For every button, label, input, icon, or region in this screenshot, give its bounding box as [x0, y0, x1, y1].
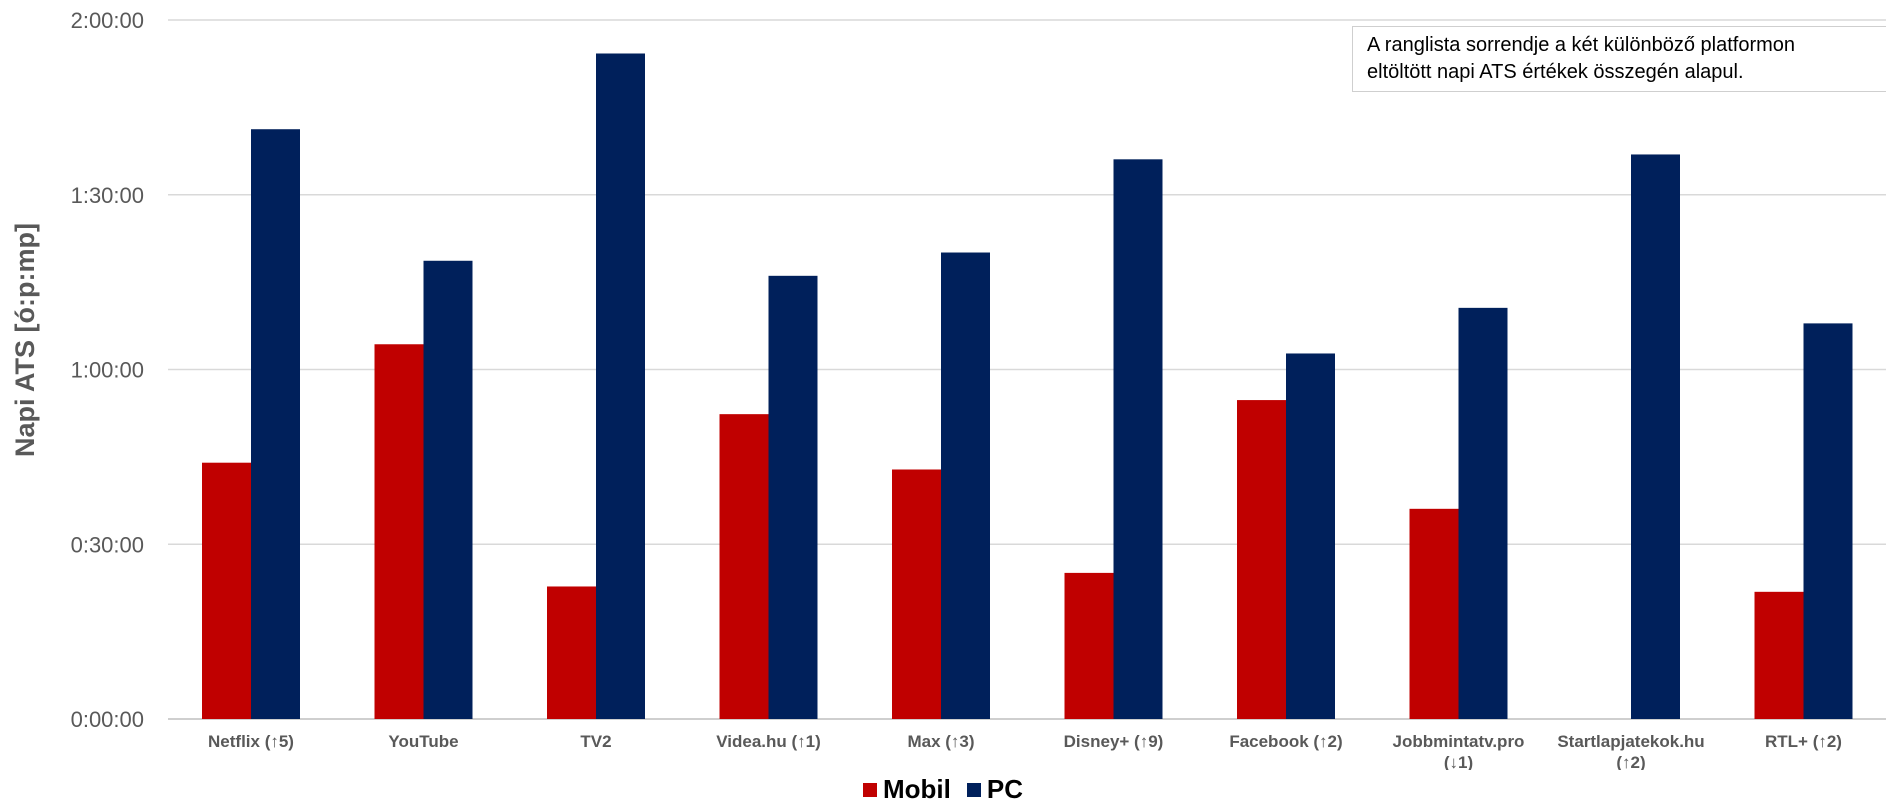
legend: Mobil PC — [0, 774, 1886, 805]
y-tick-label: 2:00:00 — [71, 8, 144, 33]
x-tick-label: Videa.hu (↑1) — [716, 732, 821, 751]
bar-pc — [1458, 307, 1508, 719]
bar-pc — [1803, 323, 1853, 719]
bar-pc — [1631, 154, 1680, 719]
x-tick-label: (↑2) — [1616, 753, 1645, 770]
x-tick-label: Disney+ (↑9) — [1064, 732, 1164, 751]
bar-mobil — [719, 414, 769, 719]
annotation-line-2: eltöltött napi ATS értékek összegén alap… — [1367, 61, 1744, 83]
bar-mobil — [1754, 591, 1804, 719]
x-axis: Netflix (↑5) YouTube TV2 Videa.hu (↑1) Max (… — [208, 732, 1842, 770]
legend-item-pc: PC — [966, 774, 1023, 805]
x-tick-label: Startlapjatekok.hu — [1557, 732, 1704, 751]
bar-mobil — [1409, 508, 1459, 719]
x-tick-label: YouTube — [388, 732, 458, 751]
bar-mobil — [1237, 400, 1286, 719]
x-tick-label: RTL+ (↑2) — [1765, 732, 1842, 751]
bar-mobil — [892, 469, 941, 719]
bar-pc — [941, 252, 990, 719]
y-axis: 0:00:00 0:30:00 1:00:00 1:30:00 2:00:00 — [71, 8, 144, 732]
x-tick-label: Netflix (↑5) — [208, 732, 294, 751]
bar-mobil — [1064, 572, 1114, 719]
x-tick-label: TV2 — [580, 732, 611, 751]
legend-label-pc: PC — [986, 774, 1023, 804]
bar-chart: 0:00:00 0:30:00 1:00:00 1:30:00 2:00:00 Netf… — [10, 8, 1886, 770]
legend-item-mobil: Mobil — [863, 774, 951, 805]
bar-mobil — [547, 586, 596, 719]
y-axis-label: Napi ATS [ó:p:mp] — [10, 223, 40, 457]
y-tick-label: 1:00:00 — [71, 358, 144, 383]
x-tick-label: (↓1) — [1444, 753, 1473, 770]
bar-pc — [1113, 159, 1163, 720]
bar-mobil — [202, 462, 251, 719]
annotation-box: A ranglista sorrendje a két különböző pl… — [1352, 26, 1886, 92]
bar-pc — [423, 260, 473, 719]
y-tick-label: 0:30:00 — [71, 532, 144, 557]
x-tick-label: Facebook (↑2) — [1229, 732, 1342, 751]
bar-mobil — [374, 344, 424, 719]
bar-pc — [596, 53, 645, 719]
legend-swatch-pc — [966, 782, 981, 797]
x-tick-label: Max (↑3) — [907, 732, 974, 751]
bar-pc — [1286, 353, 1335, 719]
y-tick-label: 1:30:00 — [71, 183, 144, 208]
annotation-line-1: A ranglista sorrendje a két különböző pl… — [1367, 34, 1796, 56]
legend-swatch-mobil — [863, 782, 877, 797]
y-tick-label: 0:00:00 — [71, 707, 144, 732]
legend-label-mobil: Mobil — [883, 774, 951, 804]
bar-pc — [251, 129, 300, 719]
bar-pc — [768, 275, 818, 719]
x-tick-label: Jobbmintatv.pro — [1393, 732, 1525, 751]
bars — [202, 53, 1853, 720]
